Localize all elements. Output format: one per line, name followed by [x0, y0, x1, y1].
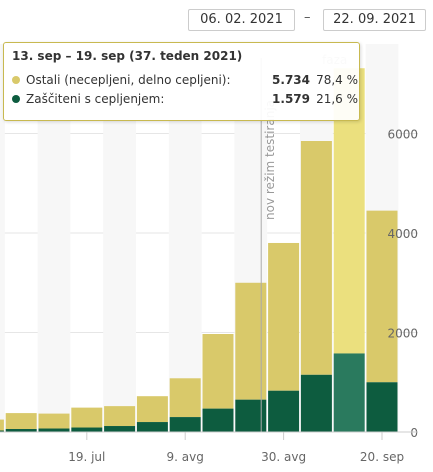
bar-ostali — [169, 378, 201, 418]
bar-ostali — [268, 242, 300, 391]
bar-ostali — [366, 210, 398, 383]
bar-zasciteni — [71, 427, 103, 432]
y-tick-label: 4000 — [387, 227, 418, 241]
bar-ostali — [0, 419, 4, 431]
tooltip-series-value: 5.734 — [272, 72, 310, 87]
series-dot-icon — [12, 94, 20, 103]
bar-ostali — [5, 413, 37, 430]
bar-ostali — [300, 141, 332, 375]
bar-zasciteni — [0, 430, 4, 432]
date-from-input[interactable]: 06. 02. 2021 — [188, 9, 295, 31]
date-range-separator: – — [304, 10, 311, 25]
bar-zasciteni — [268, 390, 300, 432]
week-stripe — [0, 44, 5, 432]
tooltip-row-zasciteni: Zaščiteni s cepljenjem: 1.579 21,6 % — [12, 89, 358, 108]
y-tick-label: 6000 — [387, 128, 418, 142]
tooltip: 13. sep – 19. sep (37. teden 2021) Ostal… — [3, 42, 360, 121]
regime-label: nov režim testiranja — [263, 100, 277, 220]
y-tick-label: 0 — [410, 426, 418, 440]
tooltip-series-name: Ostali (necepljeni, delno cepljeni): — [26, 72, 231, 87]
bar-ostali — [202, 334, 234, 409]
tooltip-series-percent: 78,4 % — [316, 72, 358, 87]
tooltip-series-value: 1.579 — [272, 91, 310, 106]
bar-zasciteni — [104, 426, 136, 432]
tooltip-series-percent: 21,6 % — [316, 91, 358, 106]
date-to-input[interactable]: 22. 09. 2021 — [323, 9, 426, 31]
bar-zasciteni — [366, 382, 398, 432]
x-tick-label: 9. avg — [167, 450, 204, 464]
x-tick-label: 19. jul — [68, 450, 105, 464]
bar-ostali — [104, 406, 136, 427]
bar-zasciteni — [333, 353, 365, 432]
x-tick-label: 30. avg — [261, 450, 306, 464]
bar-ostali — [38, 413, 70, 429]
series-dot-icon — [12, 75, 20, 84]
tooltip-row-ostali: Ostali (necepljeni, delno cepljeni): 5.7… — [12, 70, 358, 89]
bar-zasciteni — [169, 417, 201, 432]
bar-zasciteni — [136, 422, 168, 432]
tooltip-series-name: Zaščiteni s cepljenjem: — [26, 91, 165, 106]
bar-zasciteni — [300, 374, 332, 432]
bar-ostali — [136, 396, 168, 423]
bar-zasciteni — [38, 428, 70, 432]
x-tick-label: 20. sep — [360, 450, 404, 464]
y-tick-label: 2000 — [387, 327, 418, 341]
y-axis: 0 2000 4000 6000 — [387, 128, 418, 440]
bar-zasciteni — [5, 429, 37, 432]
tooltip-title: 13. sep – 19. sep (37. teden 2021) — [12, 49, 243, 63]
bar-zasciteni — [202, 408, 234, 432]
bar-ostali — [71, 407, 103, 428]
